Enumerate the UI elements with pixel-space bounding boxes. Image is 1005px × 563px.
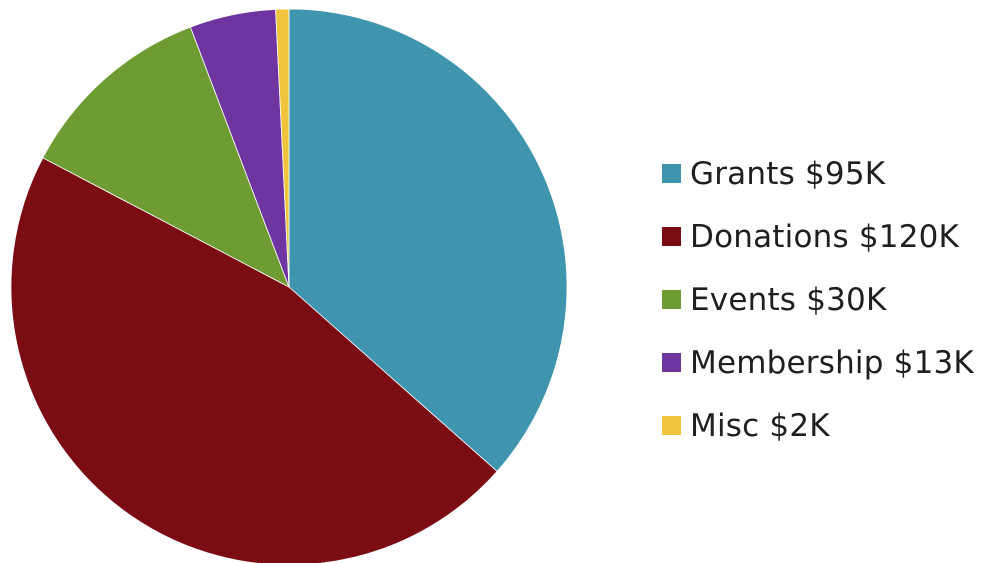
legend-swatch [662,353,681,372]
legend-swatch [662,416,681,435]
legend-swatch [662,290,681,309]
legend-item-donations: Donations $120K [662,205,1002,268]
legend-label: Misc $2K [690,407,830,444]
legend-item-misc: Misc $2K [662,394,1002,457]
legend-label: Donations $120K [690,218,960,255]
legend-label: Events $30K [690,281,887,318]
pie-slice-events [42,26,290,288]
pie-slice-grants [288,8,568,472]
chart-legend: Grants $95K Donations $120K Events $30K Mem… [662,142,1002,457]
legend-label: Membership $13K [690,344,974,381]
legend-item-membership: Membership $13K [662,331,1002,394]
pie-slice-donations [10,157,498,563]
legend-item-grants: Grants $95K [662,142,1002,205]
legend-label: Grants $95K [690,155,886,192]
legend-swatch [662,164,681,183]
pie-slice-misc [275,8,290,288]
legend-item-events: Events $30K [662,268,1002,331]
legend-swatch [662,227,681,246]
